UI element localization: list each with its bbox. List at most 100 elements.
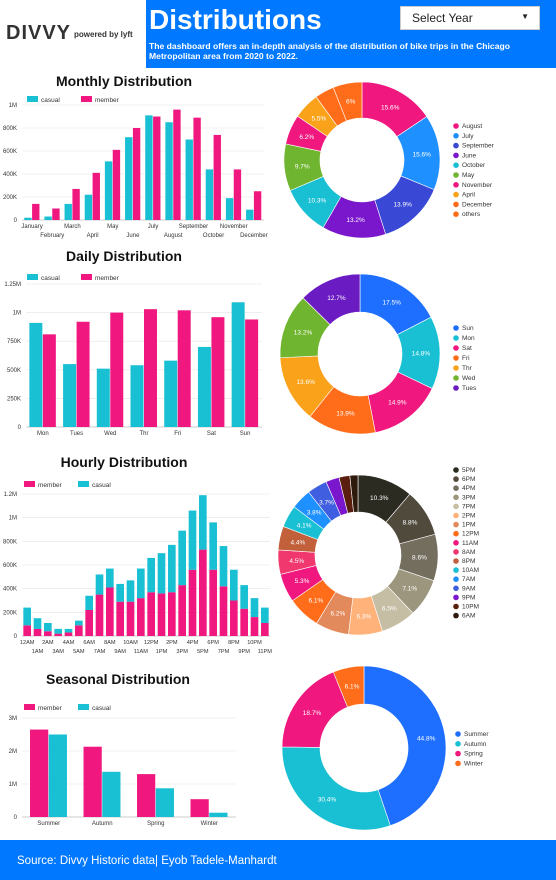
bar [230, 600, 238, 636]
y-tick-label: 600K [3, 563, 17, 569]
x-tick-label: March [64, 224, 81, 230]
y-tick-label: 0 [14, 815, 18, 821]
bar [106, 568, 114, 588]
y-tick-label: 1M [9, 516, 17, 522]
bar [137, 774, 156, 817]
bar [102, 771, 121, 817]
x-tick-label: 4PM [187, 640, 199, 646]
bar [54, 633, 62, 636]
year-select[interactable]: Select Year ▼ [400, 6, 540, 30]
legend-label: 5PM [462, 467, 475, 474]
slice-label: 6.2% [331, 611, 346, 618]
legend-label: August [462, 123, 482, 130]
legend-swatch [453, 123, 459, 129]
legend-swatch [453, 152, 459, 159]
bar [157, 553, 166, 594]
bar [44, 216, 52, 220]
bar [261, 622, 269, 636]
legend-label: Thr [462, 365, 473, 372]
x-tick-label: 9AM [114, 649, 126, 655]
bar [112, 149, 121, 220]
legend-swatch [453, 530, 459, 537]
bar [253, 191, 262, 220]
legend-swatch [453, 191, 459, 198]
bar [213, 134, 221, 220]
legend-label: Winter [464, 760, 484, 767]
donut-slice [332, 81, 363, 122]
x-tick-label: November [220, 224, 248, 230]
legend-swatch [453, 172, 459, 178]
slice-label: 3.7% [319, 500, 334, 507]
x-tick-label: Sun [240, 431, 251, 437]
donut-slice [302, 273, 361, 325]
legend-label: 11AM [462, 540, 479, 547]
bar [42, 334, 56, 427]
slice-label: 17.5% [382, 299, 401, 306]
x-tick-label: August [164, 233, 183, 239]
bar [64, 632, 73, 636]
legend-label: 10PM [462, 604, 479, 611]
bar [85, 609, 93, 636]
legend-swatch [453, 540, 459, 546]
slice-label: 6.1% [345, 684, 360, 691]
y-tick-label: 1.25M [4, 282, 21, 288]
legend-label: Autumn [464, 741, 487, 748]
y-tick-label: 0 [14, 634, 18, 640]
legend-swatch [453, 162, 459, 168]
legend-label: December [462, 201, 493, 208]
x-tick-label: Thr [140, 431, 149, 437]
bar [54, 628, 62, 634]
bar [209, 569, 217, 636]
legend-swatch [81, 96, 92, 102]
bar [104, 161, 113, 220]
slice-label: 13.9% [393, 202, 412, 209]
legend-swatch [453, 335, 459, 341]
legend-label: 1PM [462, 522, 475, 529]
bar [250, 617, 259, 636]
source-credit: Source: Divvy Historic data| Eyob Tadele… [17, 855, 277, 867]
bar [168, 544, 176, 593]
legend-swatch [453, 521, 459, 528]
bar [126, 580, 135, 602]
monthly-bar-chart: Monthly Distribution casual member 0 200K 400… [3, 73, 268, 239]
bar [126, 601, 135, 636]
bar [33, 628, 42, 636]
legend-label: Spring [464, 751, 483, 758]
legend-label: 7AM [462, 576, 475, 583]
monthly-donut-chart: 15.6% 15.6% 13.9% 13.2% 10.3% 9.7% 6.2% 5.5% 6% A… [283, 81, 495, 239]
x-tick-label: December [240, 233, 268, 239]
bar [178, 585, 186, 636]
bar [173, 109, 181, 220]
legend-swatch [27, 274, 38, 280]
x-tick-label: Sat [207, 431, 216, 437]
bar [155, 788, 174, 817]
x-tick-label: July [148, 224, 159, 230]
legend-swatch [453, 201, 459, 208]
daily-bar-chart: Daily Distribution casual member 0 250K 500K 7… [4, 248, 262, 437]
legend-label: 9PM [462, 594, 475, 601]
y-tick-label: 500K [7, 368, 21, 374]
bar [145, 115, 153, 220]
x-tick-label: April [87, 233, 99, 239]
bar [230, 569, 238, 601]
legend-swatch [453, 503, 459, 510]
legend-swatch [453, 558, 459, 564]
legend-label: September [462, 143, 495, 150]
x-tick-label: October [203, 233, 224, 239]
slice-label: 6.1% [308, 597, 323, 604]
y-tick-label: 200K [3, 610, 17, 616]
x-tick-label: May [107, 224, 118, 230]
x-tick-label: Summer [37, 821, 60, 827]
legend-label: 4PM [462, 485, 475, 492]
seasonal-donut-chart: 44.8% 30.4% 18.7% 6.1% Summer Autumn Spring Win… [281, 665, 489, 831]
x-tick-label: 10AM [123, 640, 138, 646]
bar [250, 598, 259, 618]
slice-label: 10.3% [308, 197, 327, 204]
x-tick-label: 1PM [156, 649, 168, 655]
legend-swatch [453, 585, 459, 592]
x-tick-label: 6AM [83, 640, 95, 646]
x-tick-label: 12AM [20, 640, 35, 646]
slice-label: 13.9% [336, 411, 355, 418]
bar [197, 346, 211, 427]
slice-label: 10.3% [370, 495, 389, 502]
